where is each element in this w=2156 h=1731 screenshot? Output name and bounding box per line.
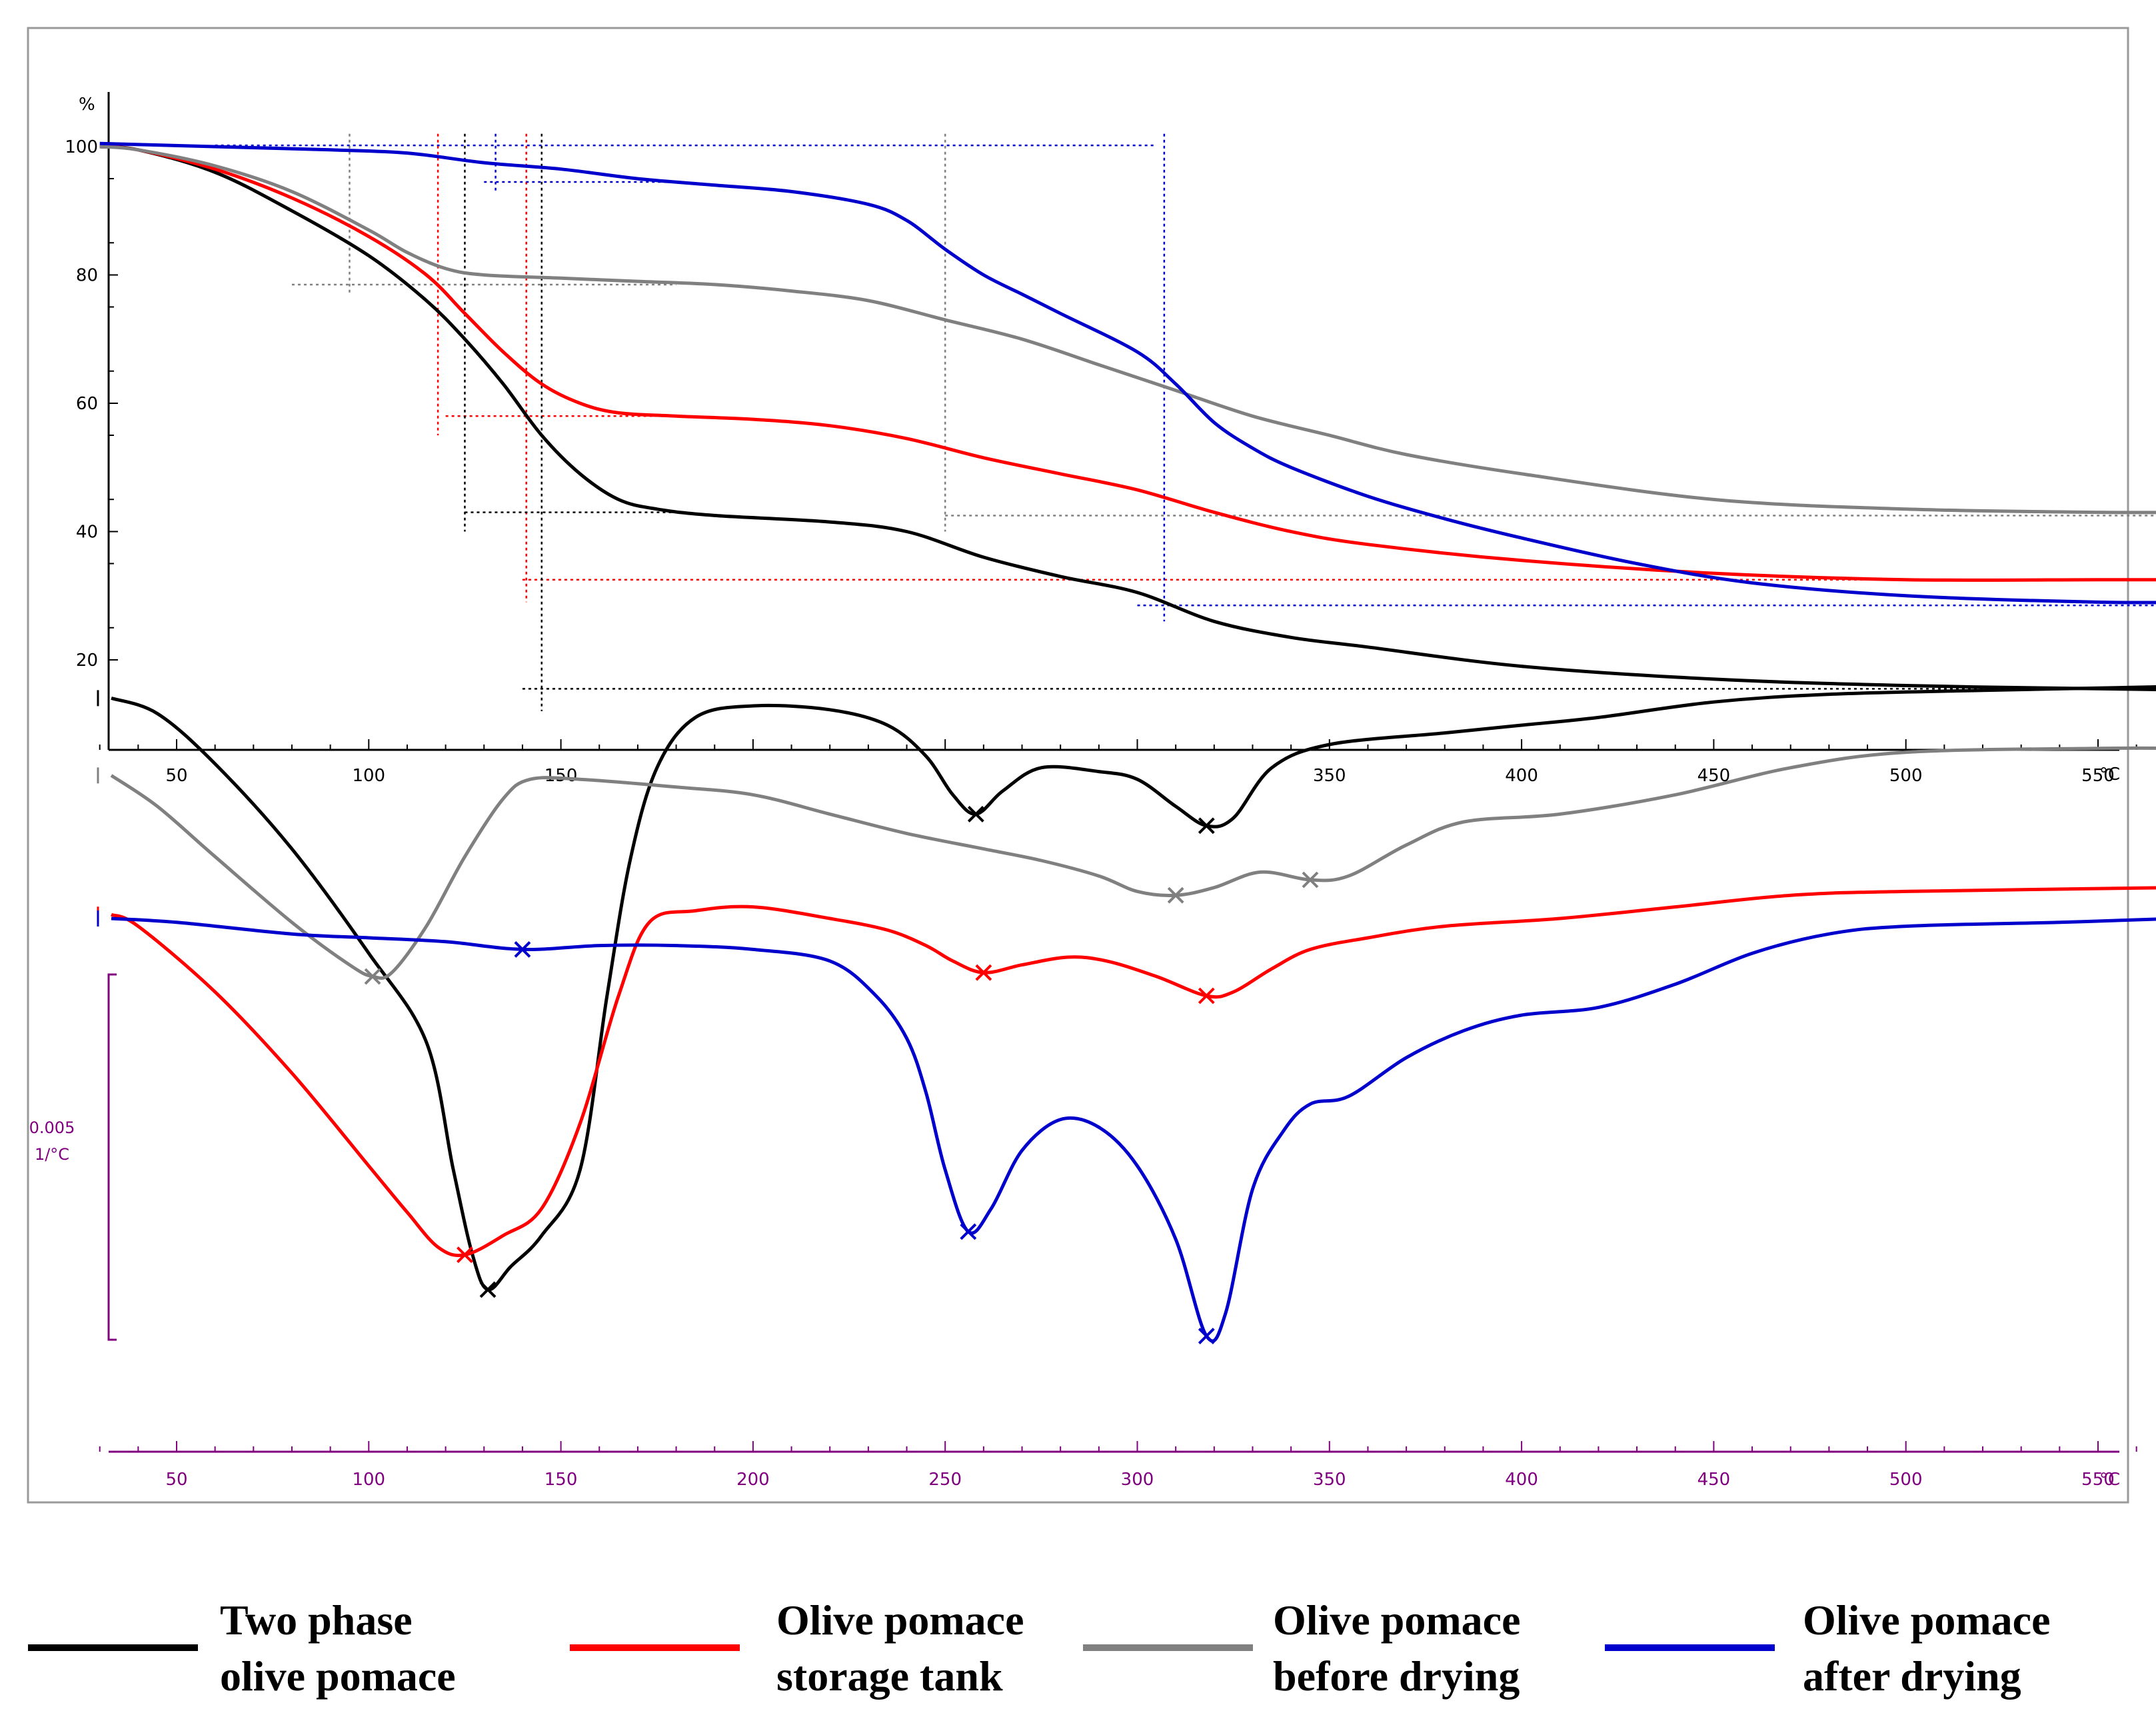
dtg-peak-marker [967, 805, 984, 823]
dtg-axes: 50 100 150 200 250 300 350 400 450 500 550 [99, 973, 2137, 1490]
dtg-x-tick-label: 500 [1889, 1470, 1923, 1490]
dtg-peak-marker [364, 968, 381, 985]
tga-y-tick-label: 40 [76, 523, 98, 543]
dtg-x-tick-label: 550 [2081, 1470, 2115, 1490]
dtg-x-tick-label: 450 [1697, 1470, 1731, 1490]
dtg-series-storage_tank [111, 886, 2156, 1258]
legend: Two phase olive pomace Olive pomace storage… [28, 1596, 2050, 1700]
dtg-series [97, 685, 2156, 1344]
legend-label-two_phase: Two phase [220, 1596, 413, 1644]
dtg-series-after_drying [111, 916, 2156, 1343]
legend-label-storage_tank: Olive pomace [776, 1596, 1024, 1644]
tga-y-tick-label: 20 [76, 651, 98, 671]
tga-series-after_drying [99, 141, 2156, 605]
legend-label-after_drying: Olive pomace [1803, 1596, 2050, 1644]
dtg-peak-marker [975, 964, 992, 981]
dtg-peak-marker [1302, 871, 1319, 888]
tga-x-tick-label: 500 [1889, 766, 1923, 786]
dtg-peak-marker [514, 940, 531, 958]
dtg-scale-bracket [107, 973, 117, 1341]
legend-label-two_phase: olive pomace [220, 1652, 456, 1700]
tga-x-tick-label: 50 [165, 766, 187, 786]
dtg-peak-marker [1198, 817, 1215, 835]
legend-label-storage_tank: storage tank [776, 1652, 1003, 1700]
dtg-x-tick-label: 350 [1313, 1470, 1346, 1490]
dtg-x-tick-label: 50 [165, 1470, 187, 1490]
legend-label-before_drying: before drying [1273, 1652, 1520, 1700]
tga-x-tick-label: 100 [352, 766, 385, 786]
dtg-x-tick-label: 150 [544, 1470, 578, 1490]
dtg-peak-marker [479, 1281, 497, 1298]
tga-x-tick-label: 550 [2081, 766, 2115, 786]
dtg-peak-marker [457, 1246, 473, 1264]
dtg-x-tick-label: 400 [1505, 1470, 1538, 1490]
tga-series-before_drying [99, 145, 2156, 515]
dtg-y-unit: 1/°C [35, 1145, 69, 1164]
tga-y-tick-label: 80 [76, 266, 98, 286]
dtg-peak-marker [1198, 1327, 1215, 1344]
dtg-x-unit: °C [2099, 1470, 2120, 1490]
tga-series-two_phase [99, 145, 2156, 692]
dtg-panel: 50 100 150 200 250 300 350 400 450 500 550 0.005 1… [29, 685, 2156, 1490]
tga-x-tick-label: 150 [544, 766, 578, 786]
tga-y-tick-label: 60 [76, 394, 98, 414]
plot-frame [27, 27, 2129, 1504]
legend-label-after_drying: after drying [1803, 1652, 2021, 1700]
dtg-x-tick-label: 250 [928, 1470, 962, 1490]
tga-y-unit: % [79, 95, 95, 115]
dtg-peak-marker [1198, 987, 1215, 1004]
dtg-series-before_drying [110, 746, 2156, 980]
dtg-y-scale: 0.005 [29, 1118, 75, 1137]
dtg-series-two_phase [111, 685, 2156, 1292]
tga-x-tick-label: 400 [1505, 766, 1538, 786]
dtg-x-tick-label: 100 [352, 1470, 385, 1490]
tga-y-tick-label: 100 [65, 137, 98, 157]
tga-guide-lines [215, 133, 2156, 711]
tga-x-unit: °C [2099, 765, 2120, 785]
tga-series [99, 141, 2156, 692]
dtg-x-tick-label: 200 [736, 1470, 770, 1490]
tga-x-tick-label: 350 [1313, 766, 1346, 786]
legend-label-before_drying: Olive pomace [1273, 1596, 1520, 1644]
dtg-peak-marker [960, 1223, 977, 1240]
dtg-peak-marker [1167, 886, 1184, 904]
dtg-x-tick-label: 300 [1121, 1470, 1154, 1490]
